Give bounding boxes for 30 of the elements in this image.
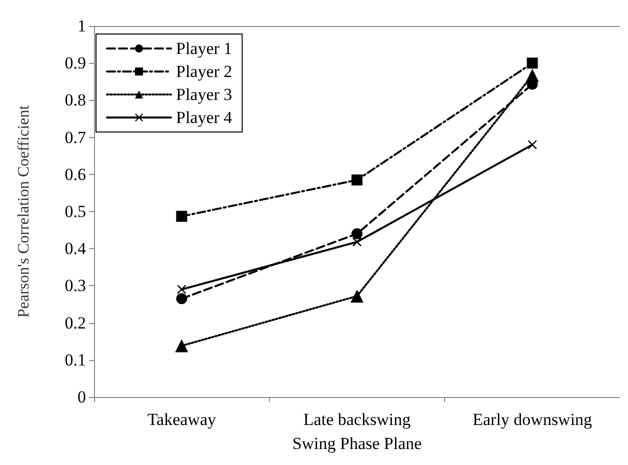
point	[352, 228, 362, 240]
y-tick-label: 0.9	[64, 54, 86, 73]
y-tick-label: 0.4	[64, 239, 86, 258]
x-tick-label: Late backswing	[303, 410, 412, 429]
point	[526, 58, 538, 69]
point	[352, 174, 362, 186]
legend-label: Player 1	[176, 39, 232, 58]
y-tick-label: 0.3	[64, 276, 86, 296]
y-tick-label: 0.7	[64, 128, 86, 147]
y-tick-label: 0.5	[64, 202, 86, 221]
x-tick-label: Takeaway	[147, 410, 216, 429]
legend-label: Player 4	[176, 108, 233, 127]
point	[526, 68, 539, 82]
y-tick-label: 1	[78, 16, 86, 36]
point	[175, 339, 188, 352]
point	[177, 284, 186, 294]
y-tick-label: 0.2	[64, 313, 86, 332]
legend-label: Player 2	[176, 62, 232, 81]
y-tick-label: 0	[78, 388, 86, 406]
point	[176, 293, 188, 304]
x-tick-label: Early downswing	[472, 410, 593, 429]
y-tick-label: 0.8	[64, 90, 86, 110]
legend-label: Player 3	[176, 85, 232, 104]
y-tick-label: 0.1	[64, 350, 86, 370]
point	[528, 140, 537, 150]
y-tick-label: 0.6	[64, 164, 86, 184]
x-axis-title: Swing Phase Plane	[292, 434, 422, 453]
point	[176, 210, 188, 222]
y-axis-title: Pearson's Correlation Coefficient	[16, 104, 32, 318]
point	[350, 290, 364, 303]
